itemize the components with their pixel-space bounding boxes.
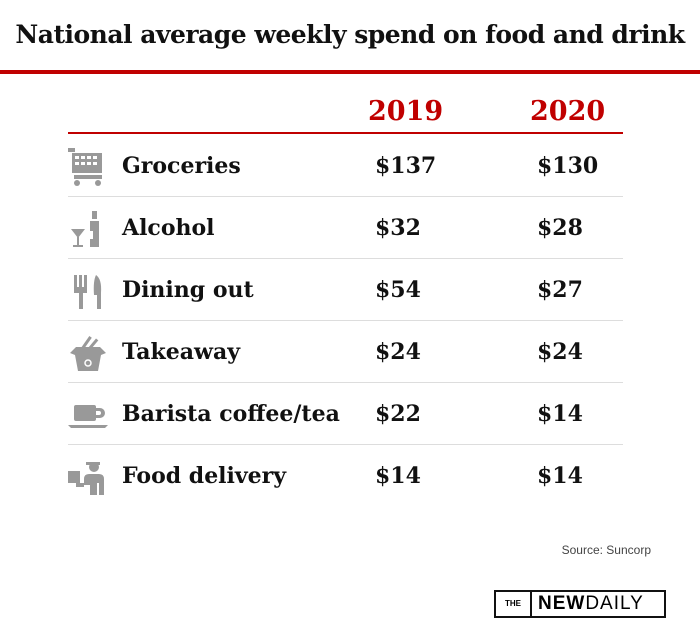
shopping-cart-icon <box>68 148 102 186</box>
logo-new: NEW <box>538 593 586 614</box>
fork-knife-icon <box>74 275 102 309</box>
column-header-2019: 2019 <box>368 96 444 127</box>
value-2019: $14 <box>375 463 421 489</box>
row-label: Barista coffee/tea <box>122 401 340 427</box>
row-divider <box>68 444 623 445</box>
the-new-daily-logo: THE NEWDAILY <box>494 590 666 618</box>
table-row: Takeaway $24 $24 <box>68 321 623 383</box>
row-label: Dining out <box>122 277 254 303</box>
value-2020: $24 <box>537 339 583 365</box>
value-2019: $54 <box>375 277 421 303</box>
table-row: Dining out $54 $27 <box>68 259 623 321</box>
value-2019: $137 <box>375 153 437 179</box>
row-divider <box>68 382 623 383</box>
value-2019: $24 <box>375 339 421 365</box>
row-label: Groceries <box>122 153 241 179</box>
table-row: Groceries $137 $130 <box>68 135 623 197</box>
table-row: Alcohol $32 $28 <box>68 197 623 259</box>
table-row: Food delivery $14 $14 <box>68 445 623 507</box>
takeaway-box-icon <box>70 336 106 371</box>
delivery-person-icon <box>68 462 104 495</box>
value-2019: $22 <box>375 401 421 427</box>
value-2020: $130 <box>537 153 599 179</box>
wine-bottle-icon <box>71 211 99 247</box>
row-divider <box>68 196 623 197</box>
header-divider <box>68 132 623 134</box>
column-header-2020: 2020 <box>530 96 606 127</box>
row-label: Takeaway <box>122 339 240 365</box>
title-divider <box>0 70 700 74</box>
table-row: Barista coffee/tea $22 $14 <box>68 383 623 445</box>
source-note: Source: Suncorp <box>561 543 651 557</box>
coffee-cup-icon <box>68 405 108 428</box>
value-2020: $27 <box>537 277 583 303</box>
value-2020: $14 <box>537 463 583 489</box>
value-2020: $14 <box>537 401 583 427</box>
value-2019: $32 <box>375 215 421 241</box>
page-title: National average weekly spend on food an… <box>15 20 685 49</box>
value-2020: $28 <box>537 215 583 241</box>
logo-daily: DAILY <box>585 593 644 614</box>
row-label: Food delivery <box>122 463 287 489</box>
logo-the: THE <box>496 592 532 616</box>
logo-wordmark: NEWDAILY <box>532 593 644 615</box>
row-divider <box>68 258 623 259</box>
row-label: Alcohol <box>122 215 215 241</box>
row-divider <box>68 320 623 321</box>
